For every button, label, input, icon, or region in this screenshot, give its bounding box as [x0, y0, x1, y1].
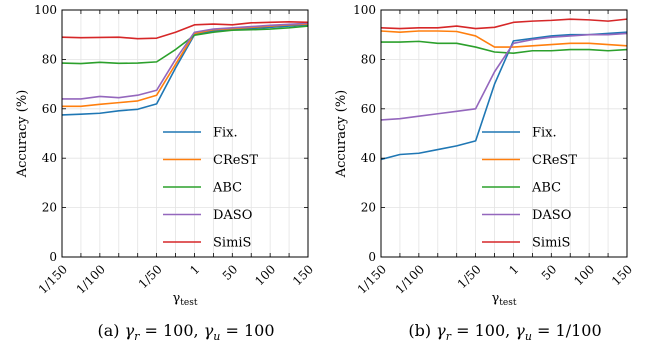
legend-label-abc: ABC [531, 181, 561, 196]
x-tick-label: 1 [506, 262, 521, 277]
series-line-daso [62, 22, 309, 100]
series-line-fix [380, 31, 628, 161]
x-tick-label: 50 [539, 262, 560, 283]
x-tick-label: 100 [252, 262, 278, 288]
y-tick-label: 0 [49, 250, 57, 264]
x-axis: 1/150 1/100 1/50 1 50 100 150 [36, 10, 316, 297]
x-tick-label: 1/50 [455, 262, 484, 291]
y-tick-label: 40 [42, 151, 57, 165]
y-axis: 0 20 40 60 80 100 [34, 3, 308, 264]
y-tick-label: 60 [361, 102, 376, 116]
legend-label-daso: DASO [213, 208, 252, 223]
x-axis-title: γtest [173, 291, 198, 308]
series-line-crest [62, 23, 309, 108]
y-axis-title: Accuracy (%) [15, 90, 30, 179]
x-tick-label: 1/100 [74, 262, 108, 296]
y-axis: 0 20 40 60 80 100 [353, 3, 627, 264]
y-axis-title: Accuracy (%) [334, 90, 349, 179]
x-tick-label: 1/150 [36, 262, 70, 296]
series-lines [61, 21, 309, 116]
x-tick-label: 1 [187, 262, 202, 277]
series-lines [380, 18, 628, 161]
series-line-daso [380, 32, 628, 121]
plot-frame [380, 9, 628, 258]
y-tick-label: 20 [361, 201, 376, 215]
x-axis-title: γtest [492, 291, 517, 308]
legend-label-crest: CReST [213, 153, 258, 168]
legend-label-simis: SimiS [532, 236, 570, 251]
legend-label-fix: Fix. [532, 126, 557, 141]
chart-caption: (b) γr = 100, γu = 1/100 [408, 321, 601, 343]
y-tick-label: 60 [42, 102, 57, 116]
legend: Fix. CReST ABC DASO SimiS [163, 126, 258, 251]
y-tick-label: 100 [353, 3, 376, 17]
legend-label-daso: DASO [532, 208, 571, 223]
x-tick-label: 50 [220, 262, 241, 283]
series-line-fix [61, 24, 309, 116]
y-tick-label: 100 [34, 3, 57, 17]
legend-label-fix: Fix. [213, 126, 238, 141]
x-tick-label: 1/50 [136, 262, 165, 291]
chart-caption: (a) γr = 100, γu = 100 [97, 321, 274, 343]
series-line-simis [380, 18, 628, 30]
y-tick-label: 20 [42, 201, 57, 215]
series-line-abc [381, 40, 628, 55]
y-tick-label: 80 [42, 52, 57, 66]
x-tick-label: 100 [571, 262, 597, 288]
x-tick-label: 150 [290, 262, 316, 288]
x-axis: 1/150 1/100 1/50 1 50 100 150 [355, 10, 635, 297]
y-tick-label: 40 [361, 151, 376, 165]
legend-label-abc: ABC [212, 181, 242, 196]
legend-label-simis: SimiS [213, 236, 251, 251]
y-tick-label: 0 [368, 250, 376, 264]
series-line-abc [61, 25, 309, 65]
series-line-crest [380, 30, 628, 48]
x-tick-label: 150 [609, 262, 635, 288]
x-tick-label: 1/150 [355, 262, 389, 296]
series-line-simis [61, 21, 309, 40]
y-tick-label: 80 [361, 52, 376, 66]
legend: Fix. CReST ABC DASO SimiS [482, 126, 577, 251]
legend-label-crest: CReST [532, 153, 577, 168]
x-tick-label: 1/100 [393, 262, 427, 296]
plot-frame [61, 9, 309, 258]
